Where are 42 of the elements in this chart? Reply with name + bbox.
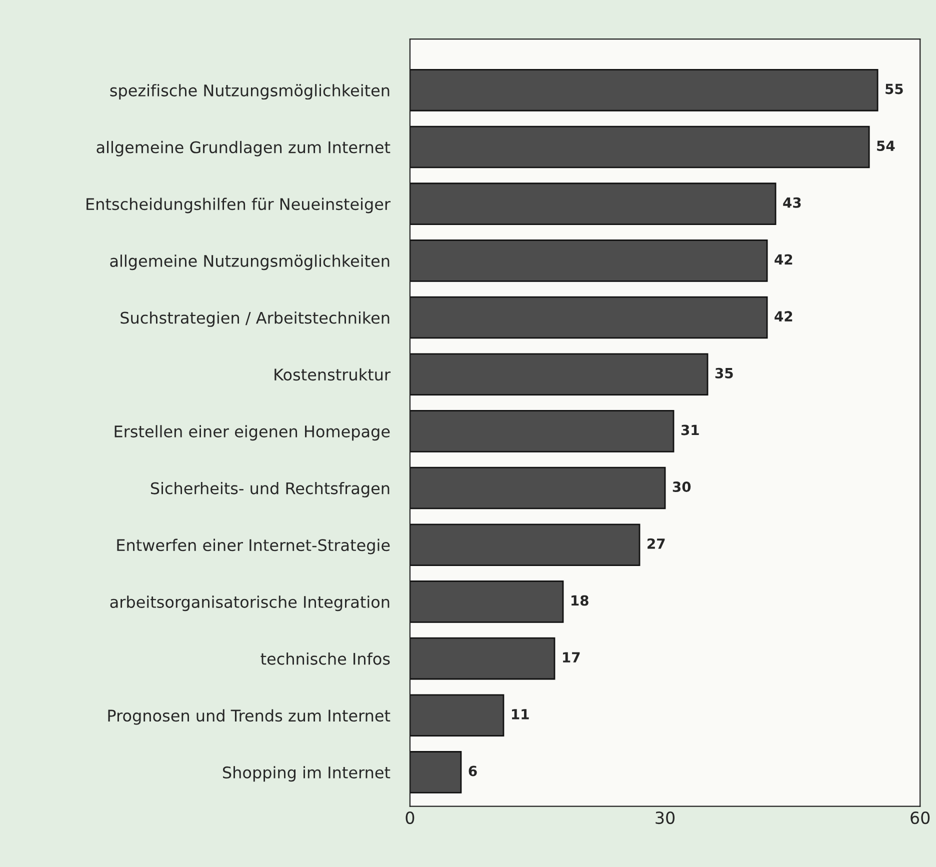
y-tick-label: Erstellen einer eigenen Homepage xyxy=(114,425,390,441)
x-tick-label: 0 xyxy=(406,811,414,824)
bar xyxy=(410,637,556,680)
x-tick-label: 60 xyxy=(910,811,930,824)
data-label: 30 xyxy=(672,482,691,492)
y-tick-label: allgemeine Nutzungsmöglichkeiten xyxy=(110,254,390,270)
data-label: 42 xyxy=(774,311,792,322)
data-label: 17 xyxy=(563,652,580,662)
data-label: 43 xyxy=(783,197,801,208)
bar xyxy=(410,69,878,112)
data-label: 31 xyxy=(681,424,699,436)
y-tick-label: arbeitsorganisatorische Integration xyxy=(110,596,390,612)
y-tick-label: technische Infos xyxy=(260,652,390,665)
y-tick-label: Kostenstruktur xyxy=(274,368,391,381)
data-label: 55 xyxy=(886,84,903,94)
bar xyxy=(410,296,768,339)
y-tick-label: Shopping im Internet xyxy=(222,766,390,782)
y-tick-label: allgemeine Grundlagen zum Internet xyxy=(96,140,390,156)
bar xyxy=(410,240,768,282)
data-label: 18 xyxy=(572,595,588,606)
bar xyxy=(410,580,564,623)
bar xyxy=(410,353,708,396)
bar xyxy=(410,126,870,168)
bar xyxy=(410,694,504,737)
data-label: 11 xyxy=(512,709,529,720)
bar xyxy=(410,410,674,452)
y-tick-label: Entwerfen einer Internet-Strategie xyxy=(117,538,390,554)
data-label: 6 xyxy=(468,766,477,776)
bar xyxy=(410,524,640,566)
y-tick-label: Sicherheits- und Rechtsfragen xyxy=(150,482,390,498)
bar xyxy=(410,466,666,510)
bar xyxy=(410,182,776,225)
x-tick-label: 30 xyxy=(656,811,675,824)
y-tick-label: Prognosen und Trends zum Internet xyxy=(108,709,390,725)
data-label: 35 xyxy=(715,368,733,378)
y-tick-label: spezifische Nutzungsmöglichkeiten xyxy=(110,84,390,100)
data-label: 54 xyxy=(877,140,895,152)
data-label: 42 xyxy=(774,254,792,265)
y-tick-label: Suchstrategien / Arbeitstechniken xyxy=(120,311,390,327)
y-tick-label: Entscheidungshilfen für Neueinsteiger xyxy=(86,198,391,214)
data-label: 27 xyxy=(648,538,665,549)
bar xyxy=(410,751,462,794)
